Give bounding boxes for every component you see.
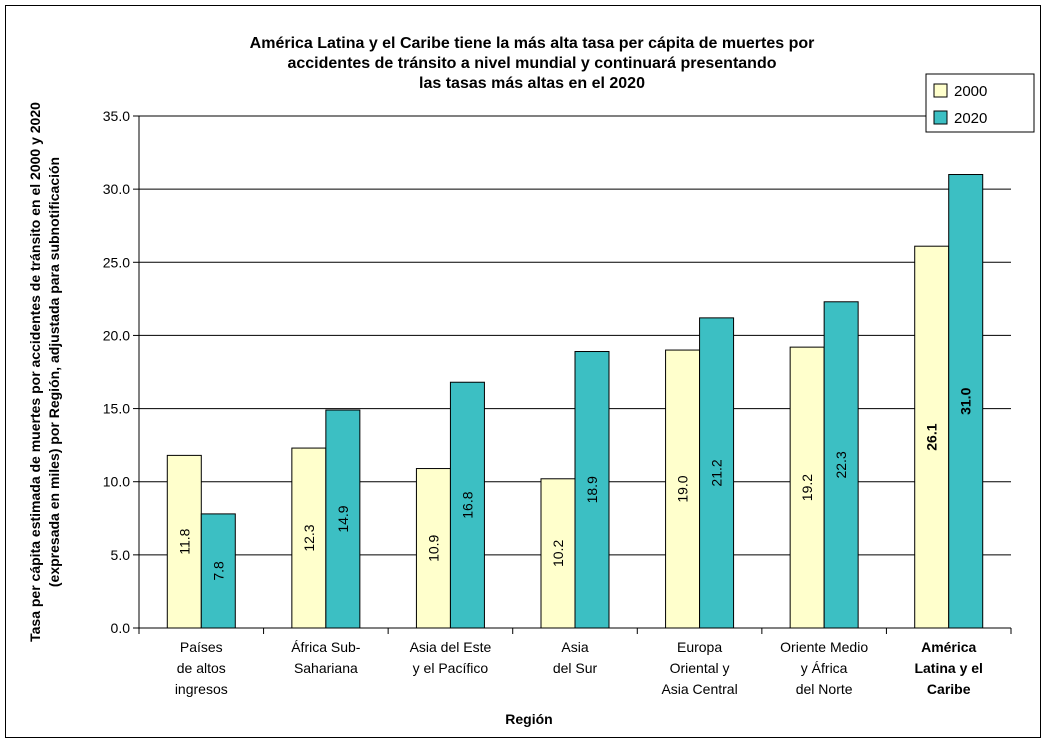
chart-title: América Latina y el Caribe tiene la más … [250,35,815,92]
category-label: Europa [677,639,722,655]
category-label: ingresos [175,681,228,697]
y-axis-label: Tasa per cápita estimada de muertes por … [27,102,62,642]
bar-value-label: 16.8 [459,491,475,518]
legend: 2000 2020 [926,74,1034,132]
legend-label: 2000 [954,83,987,100]
bar-value-label: 10.2 [550,540,566,567]
y-tick-label: 20.0 [103,327,130,343]
y-tick-label: 15.0 [103,401,130,417]
bar-value-label: 22.3 [833,451,849,478]
title-line: accidentes de tránsito a nivel mundial y… [287,55,776,72]
category-label: Caribe [927,681,971,697]
x-axis-label: Región [505,711,552,727]
bar-value-label: 18.9 [584,476,600,503]
category-label: Oriente Medio [780,639,868,655]
bar-value-label: 21.2 [709,459,725,486]
title-line: América Latina y el Caribe tiene la más … [250,35,815,52]
category-label: Asia del Este [410,639,492,655]
bar-value-label: 14.9 [335,505,351,532]
category-label: Sahariana [294,660,358,676]
bar-value-label: 7.8 [210,561,226,581]
title-line: las tasas más altas en el 2020 [419,75,645,92]
category-label: Oriental y [670,660,730,676]
category-label: Latina y el [914,660,982,676]
category-label: y África [801,660,848,676]
category-label: de altos [177,660,226,676]
bar-value-label: 10.9 [425,534,441,561]
category-label: América [921,639,976,655]
y-tick-label: 25.0 [103,254,130,270]
y-tick-label: 0.0 [111,620,131,636]
bars: 11.8 7.8 12.3 14.9 10.9 16.8 10.2 18.9 19.0 21.2 1… [167,175,982,628]
category-label: África Sub- [291,639,361,655]
legend-swatch-2000 [934,84,947,97]
category-label: Asia Central [661,681,737,697]
category-label: del Sur [553,660,598,676]
y-axis-label-line: (expresada en miles) por Región, adjusta… [46,157,62,587]
category-label: del Norte [796,681,853,697]
legend-label: 2020 [954,110,987,127]
y-tick-label: 35.0 [103,108,130,124]
y-tick-labels: 0.0 5.0 10.0 15.0 20.0 25.0 30.0 35.0 [103,108,130,636]
category-label: y el Pacífico [413,660,489,676]
chart-svg: América Latina y el Caribe tiene la más … [6,6,1042,739]
bar-value-label: 19.2 [799,474,815,501]
category-label: Países [180,639,223,655]
bar-value-label: 12.3 [301,524,317,551]
chart-frame: América Latina y el Caribe tiene la más … [5,5,1041,738]
category-labels: Países de altos ingresos África Sub- Saharia… [175,639,983,697]
bar-value-label: 31.0 [958,387,974,414]
category-label: Asia [561,639,588,655]
y-axis-label-line: Tasa per cápita estimada de muertes por … [27,102,43,642]
y-tick-label: 10.0 [103,474,130,490]
bar-value-label: 19.0 [675,475,691,502]
bar-value-label: 26.1 [924,423,940,450]
y-tick-label: 5.0 [111,547,131,563]
y-tick-label: 30.0 [103,181,130,197]
legend-swatch-2020 [934,111,947,124]
bar-value-label: 11.8 [176,528,192,554]
